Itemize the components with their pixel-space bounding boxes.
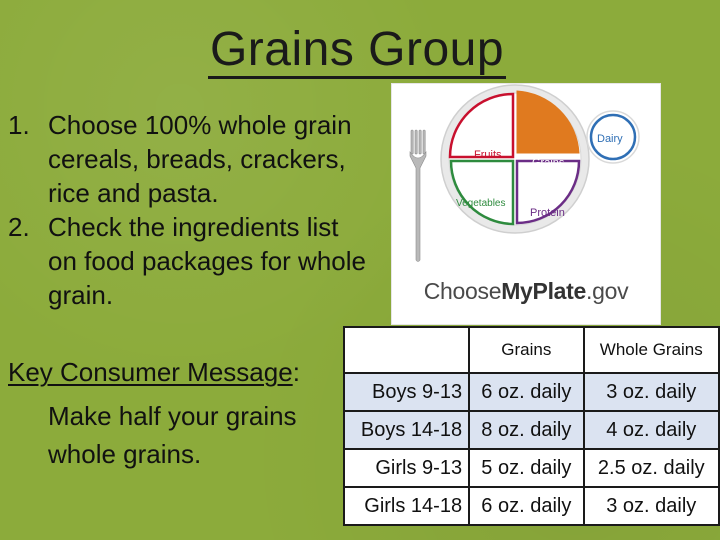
instruction-list: 1. Choose 100% whole grain cereals, brea… <box>8 108 368 312</box>
key-message-line: whole grains. <box>48 439 202 469</box>
grains-cell: 8 oz. daily <box>468 410 585 450</box>
list-item: 1. Choose 100% whole grain cereals, brea… <box>8 108 368 210</box>
key-message-body: Make half your grains whole grains. <box>48 397 348 473</box>
grains-table: Grains Whole Grains Boys 9-13 6 oz. dail… <box>342 326 720 540</box>
key-message-heading: Key Consumer Message: <box>8 355 300 389</box>
dairy-label: Dairy <box>597 133 623 145</box>
protein-label: Protein <box>530 207 565 219</box>
fork-icon <box>409 129 427 262</box>
whole-grains-cell: 3 oz. daily <box>582 486 720 526</box>
list-item-number: 1. <box>8 110 30 140</box>
whole-grains-cell: 4 oz. daily <box>582 410 720 450</box>
key-message-colon: : <box>292 357 300 387</box>
grains-cell: 6 oz. daily <box>468 372 585 412</box>
whole-grains-cell: 2.5 oz. daily <box>582 448 720 488</box>
table: Grains Whole Grains Boys 9-13 6 oz. dail… <box>342 326 720 526</box>
grains-cell: 5 oz. daily <box>468 448 585 488</box>
table-row: Boys 14-18 8 oz. daily 4 oz. daily <box>342 410 720 450</box>
dairy-cup <box>589 113 637 161</box>
table-row: Boys 9-13 6 oz. daily 3 oz. daily <box>342 372 720 412</box>
key-message-line: Make half your grains <box>48 401 297 431</box>
list-item-number: 2. <box>8 212 30 242</box>
myplate-logo: ChooseMyPlate.gov <box>392 278 660 305</box>
myplate-graphic: Fruits Grains Vegetables Protein Dairy <box>409 84 640 262</box>
key-message-label: Key Consumer Message <box>8 357 293 387</box>
slide-title: Grains Group <box>0 20 720 80</box>
row-label: Boys 9-13 <box>342 372 471 412</box>
table-header-empty <box>342 326 471 374</box>
table-row: Girls 9-13 5 oz. daily 2.5 oz. daily <box>342 448 720 488</box>
logo-bold: MyPlate <box>501 278 587 304</box>
table-row: Girls 14-18 6 oz. daily 3 oz. daily <box>342 486 720 526</box>
grains-cell: 6 oz. daily <box>468 486 585 526</box>
row-label: Girls 14-18 <box>342 486 471 526</box>
myplate-image: Fruits Grains Vegetables Protein Dairy C… <box>392 84 660 324</box>
whole-grains-cell: 3 oz. daily <box>582 372 720 412</box>
vegetables-label: Vegetables <box>456 198 506 209</box>
table-header-row: Grains Whole Grains <box>342 326 720 374</box>
logo-prefix: Choose <box>423 278 502 304</box>
table-header-grains: Grains <box>468 326 585 374</box>
list-item: 2. Check the ingredients list on food pa… <box>8 210 368 312</box>
row-label: Boys 14-18 <box>342 410 471 450</box>
table-header-whole-grains: Whole Grains <box>582 326 720 374</box>
fruits-label: Fruits <box>474 149 502 161</box>
list-item-text: Choose 100% whole grain cereals, breads,… <box>48 110 352 208</box>
logo-suffix: .gov <box>586 278 629 304</box>
grains-label: Grains <box>532 157 565 169</box>
slide-title-text: Grains Group <box>207 24 507 79</box>
row-label: Girls 9-13 <box>342 448 471 488</box>
plate-sections <box>448 90 581 226</box>
list-item-text: Check the ingredients list on food packa… <box>48 212 366 310</box>
